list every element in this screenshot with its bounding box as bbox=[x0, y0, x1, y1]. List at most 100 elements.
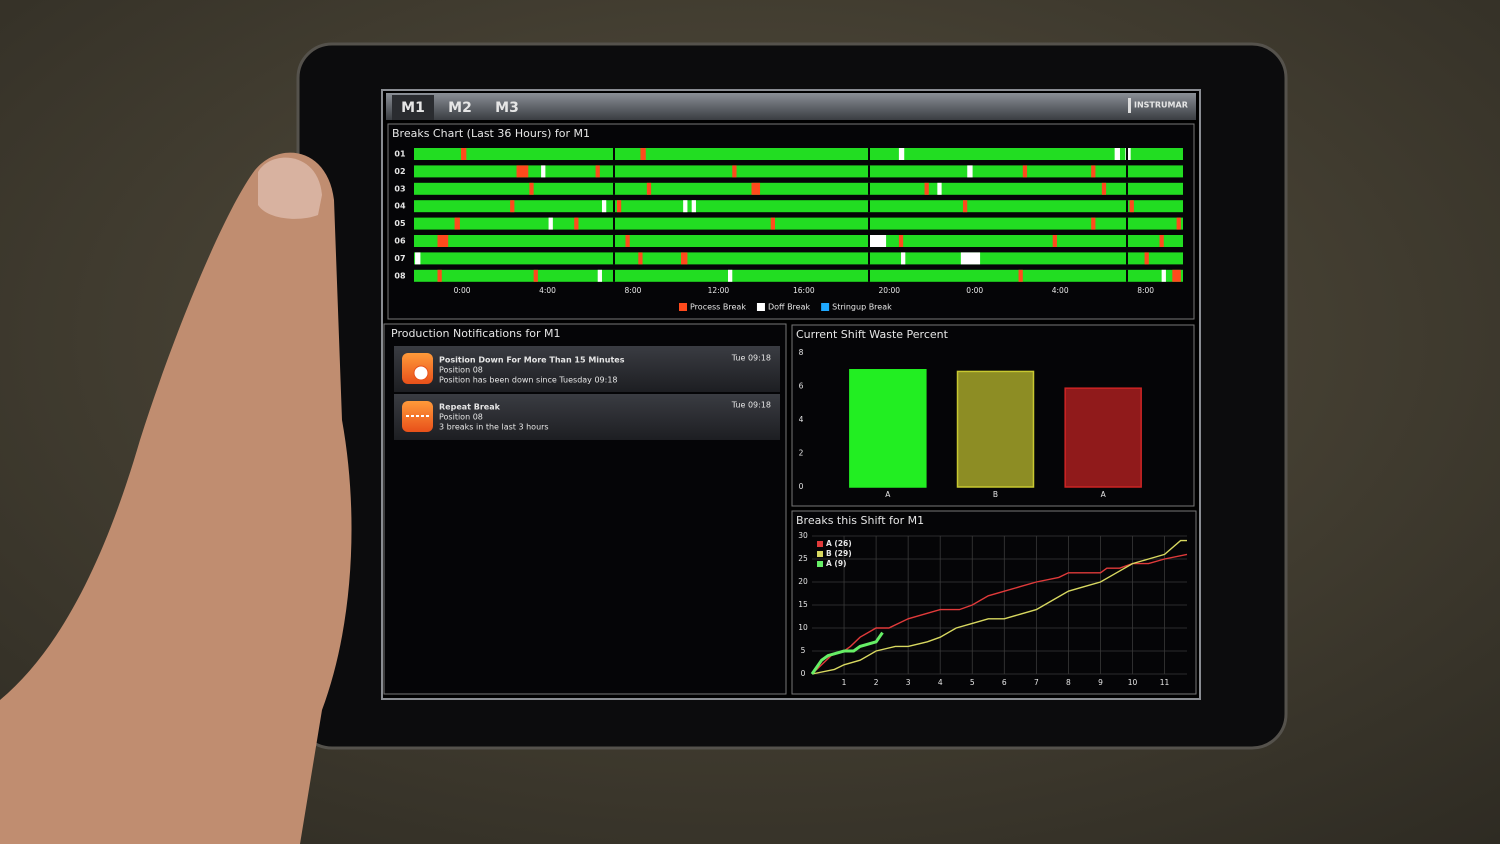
x-tick-label: 20:00 bbox=[878, 286, 900, 295]
notification-text: 3 breaks in the last 3 hours bbox=[439, 423, 549, 432]
clock-icon bbox=[413, 365, 429, 381]
shift-separator bbox=[613, 235, 615, 247]
notification-card[interactable] bbox=[394, 346, 780, 392]
break bbox=[510, 200, 515, 213]
x-tick-label: 8:00 bbox=[625, 286, 642, 295]
break bbox=[1114, 148, 1120, 160]
hand bbox=[0, 152, 352, 844]
break bbox=[960, 252, 981, 265]
break bbox=[640, 148, 646, 160]
x-tick-label: 1 bbox=[842, 678, 847, 687]
x-tick-label: 4:00 bbox=[1052, 286, 1069, 295]
break bbox=[1091, 165, 1096, 178]
row-label: 04 bbox=[394, 202, 406, 211]
shift-separator bbox=[1126, 165, 1128, 178]
break bbox=[601, 200, 607, 213]
thumbnail bbox=[258, 157, 322, 219]
row-bar bbox=[414, 252, 1183, 265]
shift-separator bbox=[613, 182, 615, 195]
break bbox=[646, 182, 652, 195]
break bbox=[1022, 165, 1028, 178]
tab[interactable]: M3 bbox=[495, 100, 519, 116]
shift-separator bbox=[868, 252, 870, 265]
x-tick-label: 10 bbox=[1128, 678, 1138, 687]
row-label: 02 bbox=[394, 167, 405, 176]
break bbox=[691, 200, 696, 213]
break bbox=[683, 200, 688, 213]
y-tick-label: 25 bbox=[798, 554, 808, 563]
notification[interactable]: Position Down For More Than 15 Minutes P… bbox=[394, 346, 780, 392]
bar bbox=[1064, 387, 1142, 488]
break bbox=[1101, 182, 1107, 195]
break bbox=[962, 200, 968, 213]
row-label: 03 bbox=[394, 184, 405, 193]
row-bar bbox=[414, 217, 1183, 230]
active-tab bbox=[392, 95, 434, 120]
break bbox=[595, 165, 600, 178]
notification[interactable]: Repeat Break Position 08 3 breaks in the… bbox=[394, 394, 780, 440]
break bbox=[574, 217, 579, 230]
x-tick-label: 4:00 bbox=[539, 286, 556, 295]
row-label: 01 bbox=[394, 150, 406, 159]
break bbox=[967, 165, 973, 178]
tab-bar bbox=[386, 93, 1196, 120]
break bbox=[529, 182, 534, 195]
break bbox=[454, 217, 460, 230]
panel-title: Current Shift Waste Percent bbox=[796, 328, 949, 341]
notification-card[interactable] bbox=[394, 394, 780, 440]
legend-label: Stringup Break bbox=[832, 303, 892, 312]
break bbox=[1144, 252, 1149, 265]
panel-title: Production Notifications for M1 bbox=[391, 327, 560, 340]
row-bar bbox=[414, 200, 1183, 213]
break bbox=[937, 182, 942, 195]
break bbox=[732, 165, 737, 178]
tab[interactable]: M2 bbox=[448, 100, 472, 116]
x-tick-label: 0:00 bbox=[966, 286, 983, 295]
legend-swatch bbox=[679, 303, 687, 311]
break bbox=[1091, 217, 1096, 230]
x-tick-label: 3 bbox=[906, 678, 911, 687]
shift-separator bbox=[1126, 235, 1128, 247]
x-tick-label: 0:00 bbox=[454, 286, 471, 295]
legend-label: A (26) bbox=[826, 539, 852, 548]
breaks-shift-panel bbox=[791, 510, 1197, 695]
shift-separator bbox=[868, 148, 870, 160]
break bbox=[533, 269, 538, 282]
shift-separator bbox=[613, 252, 615, 265]
break bbox=[681, 252, 688, 265]
shift-separator bbox=[1126, 200, 1128, 213]
shift-separator bbox=[613, 165, 615, 178]
break bbox=[616, 200, 622, 213]
y-tick-label: 6 bbox=[799, 382, 804, 391]
y-tick-label: 10 bbox=[798, 623, 808, 632]
y-tick-label: 15 bbox=[798, 600, 808, 609]
shift-separator bbox=[613, 200, 615, 213]
series-line bbox=[810, 631, 884, 675]
break bbox=[868, 235, 887, 247]
notification-time: Tue 09:18 bbox=[731, 401, 771, 410]
panel-title: Breaks Chart (Last 36 Hours) for M1 bbox=[392, 127, 590, 140]
y-tick-label: 0 bbox=[801, 669, 806, 678]
series-line bbox=[811, 539, 1187, 675]
tab[interactable]: M1 bbox=[401, 100, 425, 116]
break bbox=[548, 217, 553, 230]
row-bar bbox=[414, 235, 1183, 247]
row-label: 07 bbox=[394, 254, 405, 263]
notification-text: Position 08 bbox=[439, 413, 483, 422]
x-tick-label: 6 bbox=[1002, 678, 1007, 687]
legend-swatch bbox=[817, 561, 823, 567]
notification-title: Repeat Break bbox=[439, 403, 501, 412]
row-bar bbox=[414, 148, 1183, 160]
break bbox=[437, 235, 449, 247]
break bbox=[1161, 269, 1166, 282]
notification-title: Position Down For More Than 15 Minutes bbox=[439, 356, 625, 365]
x-tick-label: B bbox=[993, 490, 998, 499]
legend-label: B (29) bbox=[826, 549, 852, 558]
break bbox=[1052, 235, 1057, 247]
break bbox=[516, 165, 529, 178]
legend-swatch bbox=[817, 541, 823, 547]
break bbox=[898, 148, 905, 160]
y-tick-label: 4 bbox=[799, 415, 804, 424]
